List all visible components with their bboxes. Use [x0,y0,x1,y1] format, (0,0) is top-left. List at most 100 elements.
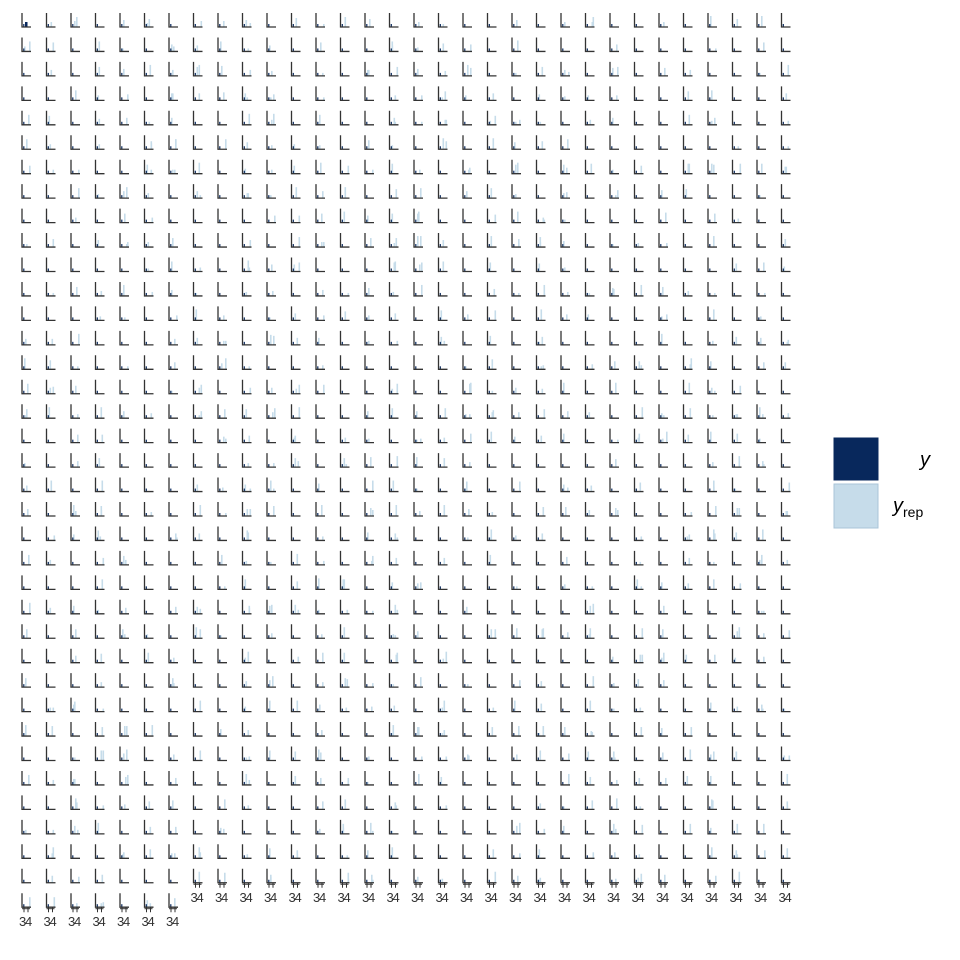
y-bar [439,879,441,883]
facet-axis [339,281,350,297]
facet-axis [119,208,129,224]
y-bar [758,830,760,834]
yrep-bar [223,828,225,834]
y-bar [219,806,221,810]
facet-axis [658,404,668,419]
facet-panel [609,795,619,811]
facet-panel [70,795,80,811]
yrep-bar [761,16,763,27]
facet-axis [609,281,619,297]
facet-axis [511,208,521,224]
facet-panel [143,379,154,395]
yrep-bar [759,438,761,443]
facet-axis [682,159,693,175]
yrep-bar [763,656,765,663]
y-bar [488,513,490,516]
facet-panel [339,722,350,737]
facet-panel: 34 [607,868,620,905]
y-bar [586,879,588,883]
y-bar [317,24,319,27]
facet-panel [241,159,252,175]
y-bar [586,268,588,272]
y-bar [488,415,490,419]
yrep-bar [221,65,223,76]
yrep-bar [173,683,175,688]
facet-panel [94,184,105,199]
facet-panel [756,746,766,762]
facet-axis [511,722,521,737]
yrep-bar [368,292,370,296]
facet-panel [217,379,227,395]
facet-panel [241,330,252,346]
facet-axis [217,355,227,370]
yrep-bar [469,383,471,394]
facet-axis [486,355,497,370]
facet-panel [658,257,668,273]
yrep-bar [564,22,566,27]
facet-panel [388,208,399,224]
yrep-bar [100,290,103,296]
facet-panel [21,37,31,53]
facet-panel [70,404,80,419]
facet-axis [731,673,742,688]
facet-axis [339,404,350,419]
facet-panel [45,379,56,395]
yrep-bar [710,754,712,761]
facet-axis [45,844,56,859]
facet-axis [780,208,791,224]
yrep-bar [298,384,301,394]
facet-axis [45,648,56,664]
facet-axis [462,575,472,590]
yrep-bar [196,484,199,492]
y-bar [709,146,711,150]
facet-axis [609,184,619,199]
facet-axis [94,697,105,713]
facet-panel [192,673,203,688]
y-bar [635,72,637,76]
facet-axis [45,208,56,224]
y-bar [72,586,74,590]
facet-axis [780,648,791,664]
yrep-bar [294,435,297,443]
facet-axis [584,135,595,150]
facet-axis [388,404,399,419]
x-tick-label: 3 [607,890,614,905]
y-bar [684,48,686,52]
facet-panel [364,599,374,615]
facet-panel [217,257,227,273]
yrep-bar [591,800,594,810]
facet-axis [70,550,80,566]
facet-panel [609,281,619,297]
facet-panel [241,624,252,639]
facet-axis [609,819,619,835]
yrep-bar [344,437,347,443]
yrep-bar [519,822,521,834]
facet-panel [94,110,105,126]
facet-axis [633,722,644,737]
yrep-bar [538,94,541,101]
yrep-bar [52,42,55,52]
facet-panel [241,281,252,297]
yrep-bar [713,480,715,492]
yrep-bar [372,480,374,492]
yrep-bar [612,244,614,248]
facet-panel [241,673,252,688]
facet-axis [143,37,154,53]
facet-panel [94,624,105,639]
yrep-bar [662,286,664,296]
yrep-bar [50,69,53,76]
x-tick-label: 4 [589,890,596,905]
yrep-bar [591,364,594,370]
facet-panel [413,208,423,224]
facet-axis [609,37,619,53]
facet-axis [584,795,595,811]
facet-axis [192,770,203,786]
yrep-bar [123,68,125,76]
y-bar [72,244,74,248]
facet-panel [241,746,252,762]
facet-panel [437,110,448,126]
facet-axis [192,110,203,126]
y-bar [488,292,490,296]
legend-swatch-yrep [833,483,879,529]
yrep-bar [75,635,77,639]
